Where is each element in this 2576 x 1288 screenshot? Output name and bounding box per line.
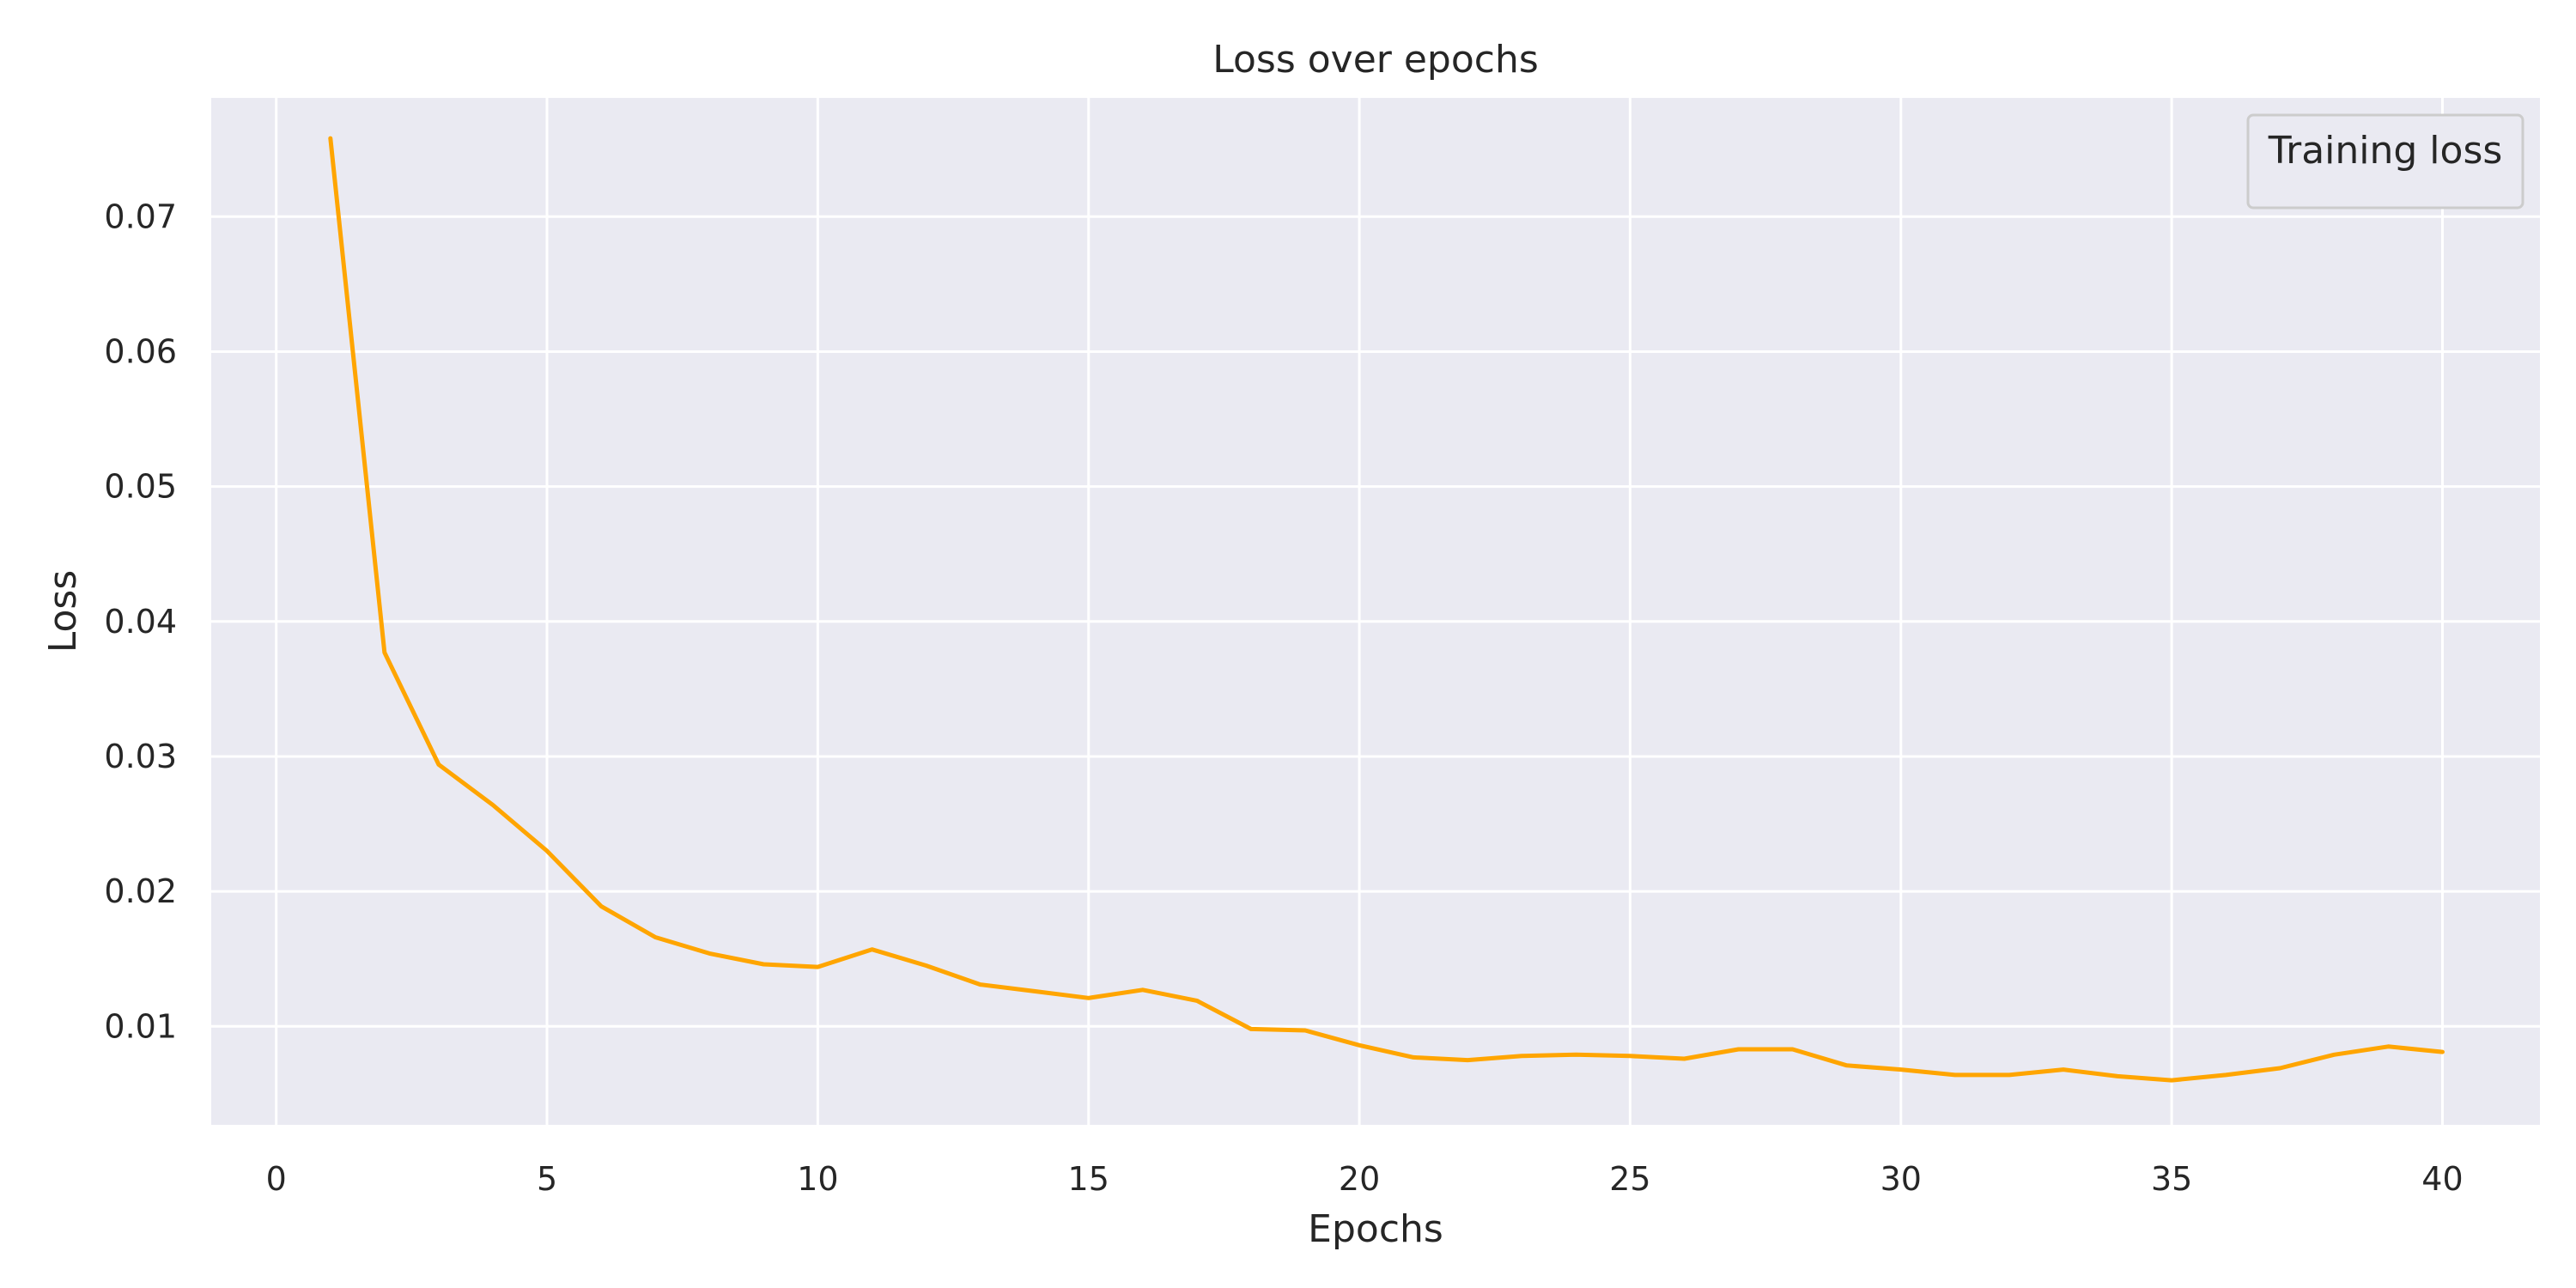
series-line-training-loss xyxy=(328,136,2445,1083)
x-tick-label: 5 xyxy=(537,1160,557,1198)
y-tick-label: 0.01 xyxy=(104,1007,177,1045)
y-tick-label: 0.06 xyxy=(104,332,177,370)
x-tick-label: 10 xyxy=(797,1160,838,1198)
x-tick-label: 0 xyxy=(266,1160,287,1198)
y-tick-label: 0.05 xyxy=(104,468,177,506)
x-tick-labels: 0 5 10 15 20 25 30 35 40 xyxy=(266,1160,2464,1198)
y-tick-label: 0.07 xyxy=(104,197,177,235)
legend-box xyxy=(2246,113,2524,210)
x-axis-title: Epochs xyxy=(1308,1207,1443,1251)
x-tick-label: 25 xyxy=(1609,1160,1650,1198)
x-gridlines xyxy=(275,98,2444,1125)
chart-title: Loss over epochs xyxy=(1212,38,1539,82)
legend: Training loss xyxy=(2246,113,2524,210)
x-tick-label: 20 xyxy=(1339,1160,1380,1198)
y-tick-label: 0.02 xyxy=(104,872,177,910)
x-tick-label: 15 xyxy=(1068,1160,1109,1198)
series-layer xyxy=(328,136,2445,1083)
x-tick-label: 40 xyxy=(2421,1160,2463,1198)
plot-area xyxy=(211,98,2540,1125)
x-tick-label: 35 xyxy=(2151,1160,2192,1198)
y-tick-labels: 0.01 0.02 0.03 0.04 0.05 0.06 0.07 xyxy=(104,197,177,1045)
y-axis-title: Loss xyxy=(41,570,85,653)
y-tick-label: 0.03 xyxy=(104,738,177,775)
y-tick-label: 0.04 xyxy=(104,603,177,641)
legend-entry-training-loss: Training loss xyxy=(2268,129,2503,173)
x-tick-label: 30 xyxy=(1880,1160,1922,1198)
y-gridlines xyxy=(211,215,2540,1028)
